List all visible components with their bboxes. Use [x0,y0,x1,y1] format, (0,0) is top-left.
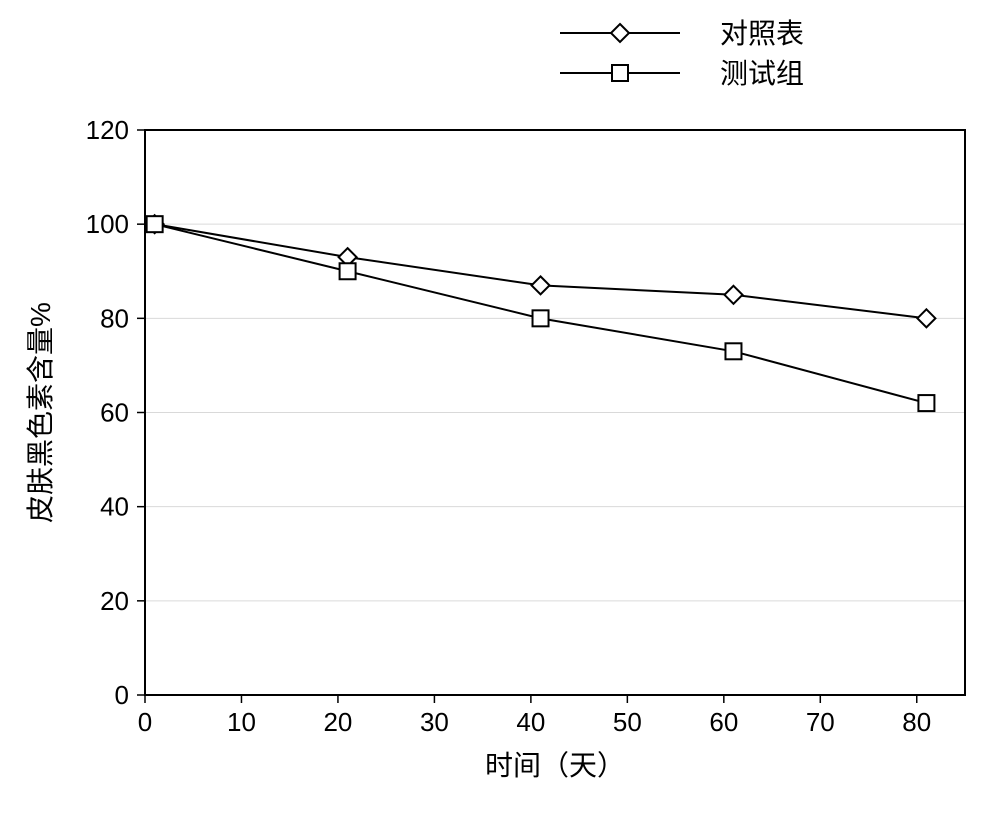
series-line-0 [155,224,927,318]
y-tick-label: 80 [100,303,129,333]
x-axis-label: 时间（天） [485,750,625,781]
legend: 对照表测试组 [560,18,804,89]
series-1 [147,216,935,411]
y-tick-label: 60 [100,398,129,428]
marker-diamond [724,286,742,304]
y-axis-label: 皮肤黑色素含量% [25,302,56,523]
marker-square [147,216,163,232]
x-tick-label: 40 [516,707,545,737]
x-tick-label: 50 [613,707,642,737]
marker-square [725,343,741,359]
y-tick-label: 40 [100,492,129,522]
x-tick-label: 30 [420,707,449,737]
marker-square [533,310,549,326]
y-tick-label: 120 [86,115,129,145]
legend-label-0: 对照表 [720,18,804,49]
x-tick-label: 20 [323,707,352,737]
chart-svg: 0 20 40 60 80 100 120 0 10 20 30 40 50 60 70 80 时间（天） 皮肤黑… [0,0,1000,826]
x-tick-label: 80 [902,707,931,737]
legend-marker-square [612,65,628,81]
x-tick-label: 0 [138,707,152,737]
y-tick-label: 20 [100,586,129,616]
x-tick-label: 60 [709,707,738,737]
marker-diamond [532,276,550,294]
chart-container: 0 20 40 60 80 100 120 0 10 20 30 40 50 60 70 80 时间（天） 皮肤黑… [0,0,1000,826]
legend-label-1: 测试组 [720,58,804,89]
y-tick-label: 0 [115,680,129,710]
x-tick-label: 70 [806,707,835,737]
marker-square [340,263,356,279]
y-tick-label: 100 [86,209,129,239]
marker-diamond [917,309,935,327]
marker-square [918,395,934,411]
legend-marker-diamond [611,24,629,42]
x-tick-label: 10 [227,707,256,737]
